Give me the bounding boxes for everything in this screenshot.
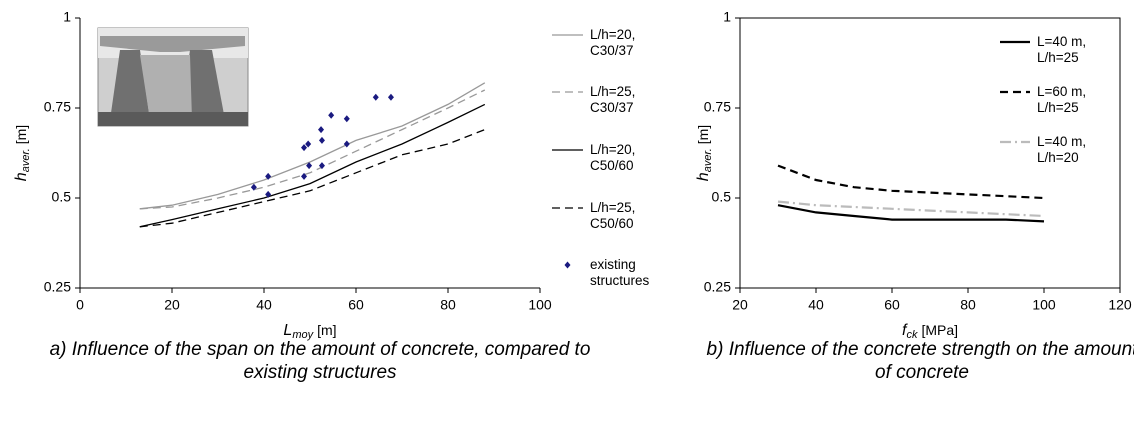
x-tick-label: 20 <box>164 297 180 313</box>
y-axis-label-unit: [m] <box>695 125 711 144</box>
data-point <box>305 140 312 148</box>
data-point <box>318 136 325 144</box>
data-point <box>318 162 325 170</box>
series-line <box>139 103 486 228</box>
y-tick-label: 1 <box>723 9 731 25</box>
x-axis-label-unit: [m] <box>317 322 336 338</box>
data-point <box>343 115 350 123</box>
series-line <box>777 200 1045 218</box>
y-axis-label-main: h <box>695 172 712 181</box>
y-axis-label-unit: [m] <box>13 125 29 144</box>
legend-marker <box>564 261 571 269</box>
x-axis-label-main: L <box>283 322 292 339</box>
x-tick-label: 0 <box>76 297 84 313</box>
y-tick-label: 0.75 <box>704 99 731 115</box>
legend-label: L=60 m, L/h=25 <box>1037 84 1087 115</box>
caption: a) Influence of the span on the amount o… <box>49 339 591 383</box>
x-axis-label: fck [MPa] <box>902 322 958 341</box>
x-tick-label: 40 <box>808 297 824 313</box>
data-point <box>301 172 308 180</box>
data-point <box>265 172 272 180</box>
series-line <box>777 204 1045 223</box>
legend-label: L/h=20, C50/60 <box>590 142 636 173</box>
data-point <box>343 140 350 148</box>
legend-label: L=40 m, L/h=25 <box>1037 34 1087 65</box>
x-axis-label: Lmoy [m] <box>283 322 336 341</box>
data-point <box>306 162 313 170</box>
series-line <box>139 89 486 210</box>
y-tick-label: 0.25 <box>44 279 71 295</box>
x-axis-label-main: f <box>902 322 908 339</box>
data-point <box>318 126 325 134</box>
caption: b) Influence of the concrete strength on… <box>706 339 1134 383</box>
x-tick-label: 100 <box>528 297 552 313</box>
legend-label: L/h=25, C30/37 <box>590 84 636 115</box>
legend-label: L/h=20, C30/37 <box>590 27 636 58</box>
y-axis-label-main: h <box>13 172 30 181</box>
series-line <box>777 164 1045 200</box>
y-axis-label-sub: aver. <box>702 148 714 172</box>
x-tick-label: 20 <box>732 297 748 313</box>
data-point <box>387 93 394 101</box>
x-tick-label: 60 <box>348 297 364 313</box>
series-line <box>139 82 486 210</box>
legend-label: L/h=25, C50/60 <box>590 200 636 231</box>
data-point <box>372 93 379 101</box>
legend-label: existing structures <box>590 257 650 288</box>
y-axis-label: haver. [m] <box>13 125 32 181</box>
data-point <box>265 190 272 198</box>
inset-photo <box>97 27 249 127</box>
x-axis-label-sub: ck <box>906 329 918 341</box>
x-tick-label: 100 <box>1032 297 1056 313</box>
y-tick-label: 1 <box>63 9 71 25</box>
x-tick-label: 80 <box>960 297 976 313</box>
x-tick-label: 80 <box>440 297 456 313</box>
y-axis-label: haver. [m] <box>695 125 714 181</box>
series-line <box>139 128 486 228</box>
x-axis-label-unit: [MPa] <box>921 322 958 338</box>
y-tick-label: 0.75 <box>44 99 71 115</box>
x-tick-label: 120 <box>1108 297 1132 313</box>
y-tick-label: 0.5 <box>52 189 72 205</box>
plot-frame <box>739 17 1121 289</box>
y-axis-label-sub: aver. <box>20 148 32 172</box>
data-point <box>301 144 308 152</box>
y-tick-label: 0.5 <box>712 189 732 205</box>
x-axis-label-sub: moy <box>292 329 314 341</box>
data-point <box>328 111 335 119</box>
data-point <box>250 183 257 191</box>
y-tick-label: 0.25 <box>704 279 731 295</box>
x-tick-label: 40 <box>256 297 272 313</box>
x-tick-label: 60 <box>884 297 900 313</box>
legend-label: L=40 m, L/h=20 <box>1037 134 1087 165</box>
